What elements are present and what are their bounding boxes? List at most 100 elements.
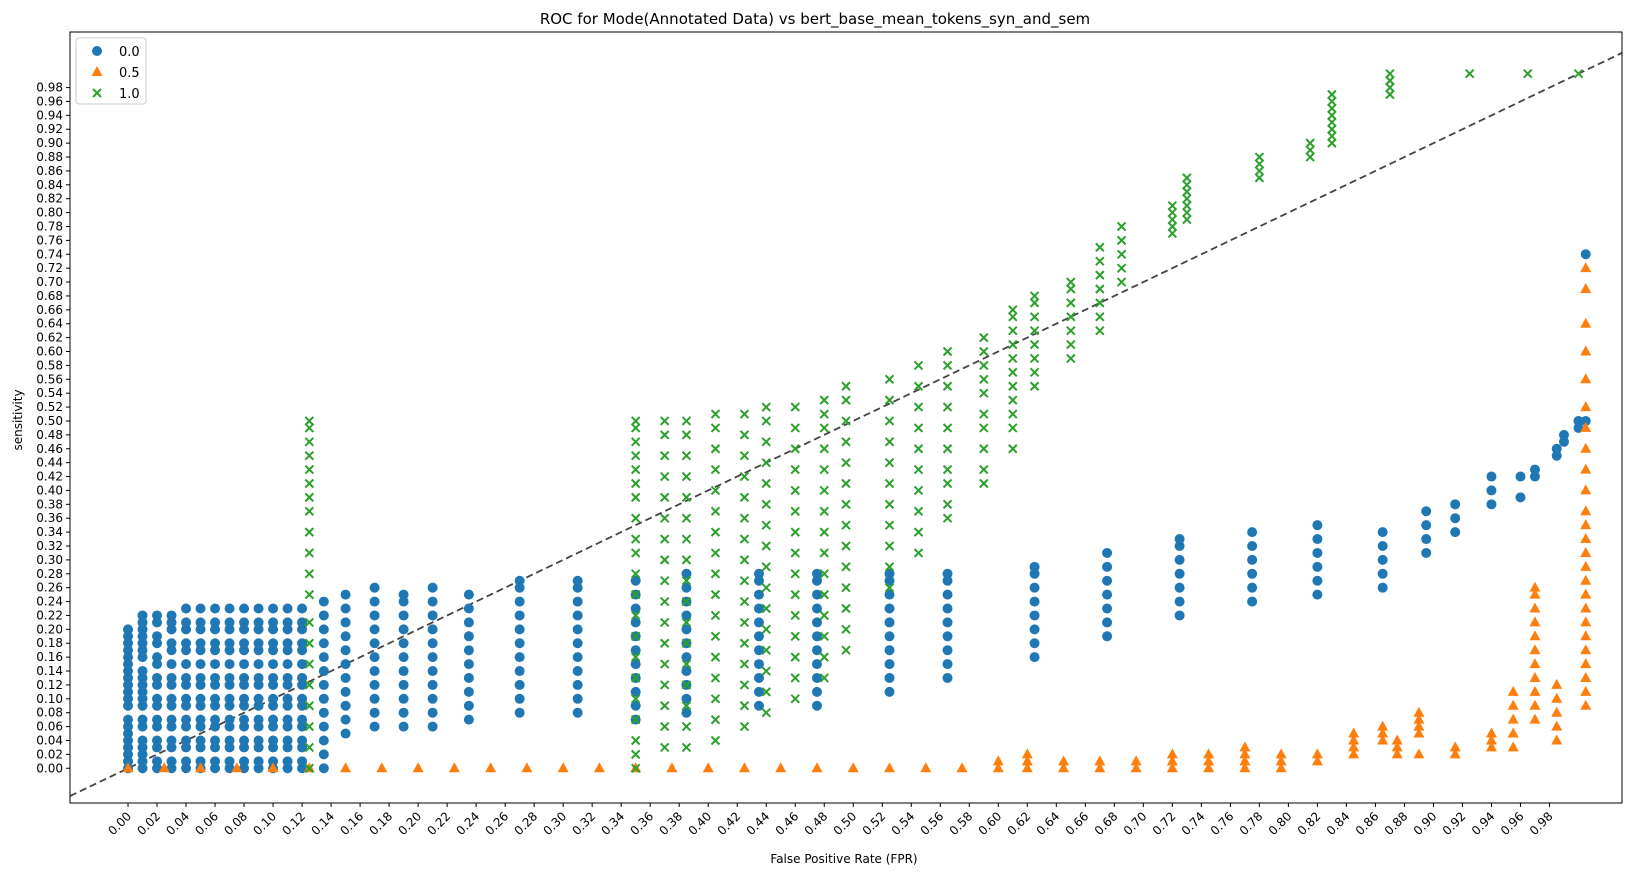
point-series-0.0 <box>297 672 308 683</box>
point-series-1.0 <box>790 464 800 475</box>
point-series-0.0 <box>463 714 474 725</box>
point-series-1.0 <box>1008 353 1018 364</box>
x-tick-label: 0.10 <box>250 809 279 838</box>
point-series-1.0 <box>739 638 750 648</box>
point-series-0.0 <box>210 763 221 774</box>
point-series-0.5 <box>1348 727 1360 738</box>
point-series-1.0 <box>884 395 895 405</box>
point-series-1.0 <box>979 478 989 489</box>
point-series-1.0 <box>841 395 851 405</box>
point-series-0.0 <box>1312 547 1323 558</box>
point-series-1.0 <box>1385 75 1395 86</box>
y-tick-label: 0.10 <box>36 692 63 706</box>
data-points <box>122 68 1592 774</box>
point-series-1.0 <box>630 589 641 600</box>
point-series-1.0 <box>710 631 721 642</box>
point-series-1.0 <box>304 589 315 600</box>
y-tick-label: 0.92 <box>36 122 63 136</box>
point-series-0.0 <box>884 603 895 614</box>
point-series-0.5 <box>1449 748 1461 759</box>
point-series-0.5 <box>1507 713 1519 724</box>
point-series-0.0 <box>137 742 148 753</box>
point-series-0.5 <box>1058 762 1070 773</box>
point-series-0.5 <box>956 762 968 773</box>
point-series-0.5 <box>1507 741 1519 752</box>
point-series-1.0 <box>913 485 924 496</box>
point-series-1.0 <box>913 402 924 412</box>
point-series-0.0 <box>181 721 192 732</box>
point-series-0.5 <box>1413 713 1425 724</box>
point-series-1.0 <box>1095 256 1105 266</box>
point-series-0.5 <box>1377 727 1389 738</box>
point-series-0.5 <box>1529 616 1541 627</box>
point-series-0.0 <box>253 756 264 767</box>
point-series-0.0 <box>427 610 438 621</box>
point-series-1.0 <box>819 652 829 662</box>
point-series-1.0 <box>739 701 750 711</box>
point-series-1.0 <box>304 450 315 461</box>
point-series-0.0 <box>753 568 764 579</box>
point-series-1.0 <box>819 631 829 642</box>
point-series-0.0 <box>224 679 235 690</box>
point-series-0.0 <box>181 756 192 767</box>
point-series-1.0 <box>1066 277 1076 287</box>
point-series-1.0 <box>659 659 670 669</box>
point-series-1.0 <box>913 423 924 433</box>
point-series-1.0 <box>841 478 851 489</box>
point-series-1.0 <box>884 416 895 426</box>
point-series-1.0 <box>1254 166 1265 176</box>
point-series-0.0 <box>166 735 177 746</box>
point-series-1.0 <box>913 444 924 454</box>
point-series-0.0 <box>1377 554 1388 565</box>
legend-entry: 1.0 <box>119 87 140 102</box>
point-series-1.0 <box>1029 353 1040 364</box>
point-series-0.0 <box>942 603 953 614</box>
point-series-1.0 <box>1305 152 1315 162</box>
y-tick-label: 0.82 <box>36 192 63 206</box>
point-series-0.5 <box>1021 748 1033 759</box>
point-series-0.5 <box>231 762 243 773</box>
point-series-0.5 <box>1580 602 1592 613</box>
point-series-0.0 <box>1174 534 1185 545</box>
point-series-1.0 <box>630 423 641 433</box>
point-series-0.0 <box>1450 527 1461 538</box>
x-tick-label: 0.98 <box>1527 809 1556 838</box>
point-series-0.5 <box>1551 706 1563 717</box>
point-series-0.0 <box>224 672 235 683</box>
point-series-0.0 <box>181 638 192 649</box>
point-series-0.0 <box>942 659 953 670</box>
point-series-1.0 <box>761 416 771 426</box>
point-series-0.0 <box>1312 561 1323 572</box>
point-series-0.0 <box>318 707 329 718</box>
point-series-0.0 <box>282 693 293 704</box>
point-series-0.0 <box>224 756 235 767</box>
point-series-0.0 <box>1029 638 1040 649</box>
point-series-1.0 <box>739 576 750 586</box>
point-series-0.0 <box>166 645 177 656</box>
point-series-0.0 <box>753 659 764 670</box>
x-axis: 0.00 0.02 0.04 0.06 0.08 0.10 0.12 0.14 0.16 0.18… <box>105 803 1556 838</box>
point-series-0.0 <box>1551 450 1562 461</box>
point-series-1.0 <box>710 464 721 475</box>
y-tick-label: 0.52 <box>36 400 63 414</box>
x-tick-label: 0.30 <box>540 809 569 838</box>
point-series-0.0 <box>398 589 409 600</box>
point-series-0.0 <box>369 638 380 649</box>
point-series-1.0 <box>659 471 670 482</box>
point-series-1.0 <box>681 492 692 503</box>
point-series-1.0 <box>659 701 670 711</box>
point-series-0.0 <box>253 672 264 683</box>
point-series-0.5 <box>1239 755 1251 766</box>
point-series-0.0 <box>253 742 264 753</box>
point-series-1.0 <box>761 437 771 447</box>
point-series-0.0 <box>253 679 264 690</box>
point-series-0.0 <box>369 707 380 718</box>
point-series-0.0 <box>369 652 380 663</box>
point-series-1.0 <box>884 499 895 510</box>
point-series-0.0 <box>152 631 163 642</box>
point-series-0.0 <box>152 714 163 725</box>
y-axis: 0.000.020.040.060.080.100.120.140.160.18… <box>36 81 70 775</box>
point-series-1.0 <box>1167 221 1178 232</box>
point-series-0.0 <box>282 721 293 732</box>
point-series-0.0 <box>123 721 134 732</box>
